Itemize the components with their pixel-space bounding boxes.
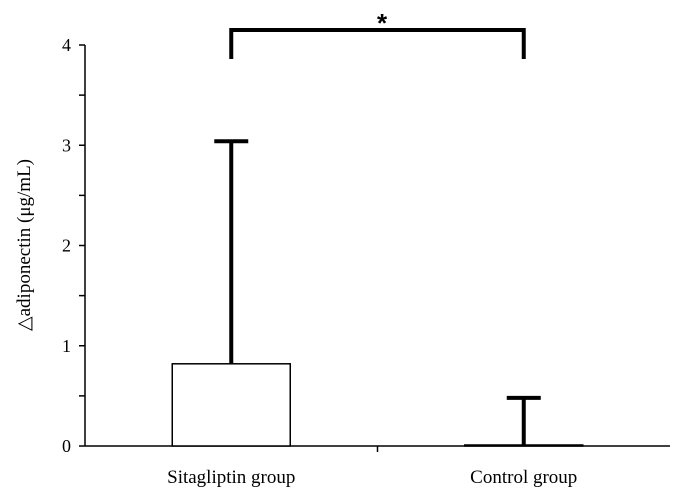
y-tick-label: 2: [62, 236, 71, 256]
y-axis-label: △adiponectin (μg/mL): [14, 159, 35, 331]
bar: [171, 363, 291, 447]
bars: [171, 363, 584, 447]
category-labels: Sitagliptin group Control group: [167, 467, 577, 488]
significance-bracket: *: [229, 8, 526, 59]
significance-star: *: [377, 8, 388, 38]
bar: [464, 444, 584, 447]
error-bars: [214, 139, 541, 445]
category-label: Control group: [470, 467, 577, 488]
y-tick-label: 0: [62, 436, 71, 456]
bracket-line: [229, 28, 526, 59]
y-ticks: 0 1 2 3 4: [62, 35, 85, 456]
y-tick-label: 1: [62, 336, 71, 356]
y-tick-label: 3: [62, 135, 71, 155]
category-label: Sitagliptin group: [167, 467, 295, 488]
y-tick-label: 4: [62, 35, 71, 55]
